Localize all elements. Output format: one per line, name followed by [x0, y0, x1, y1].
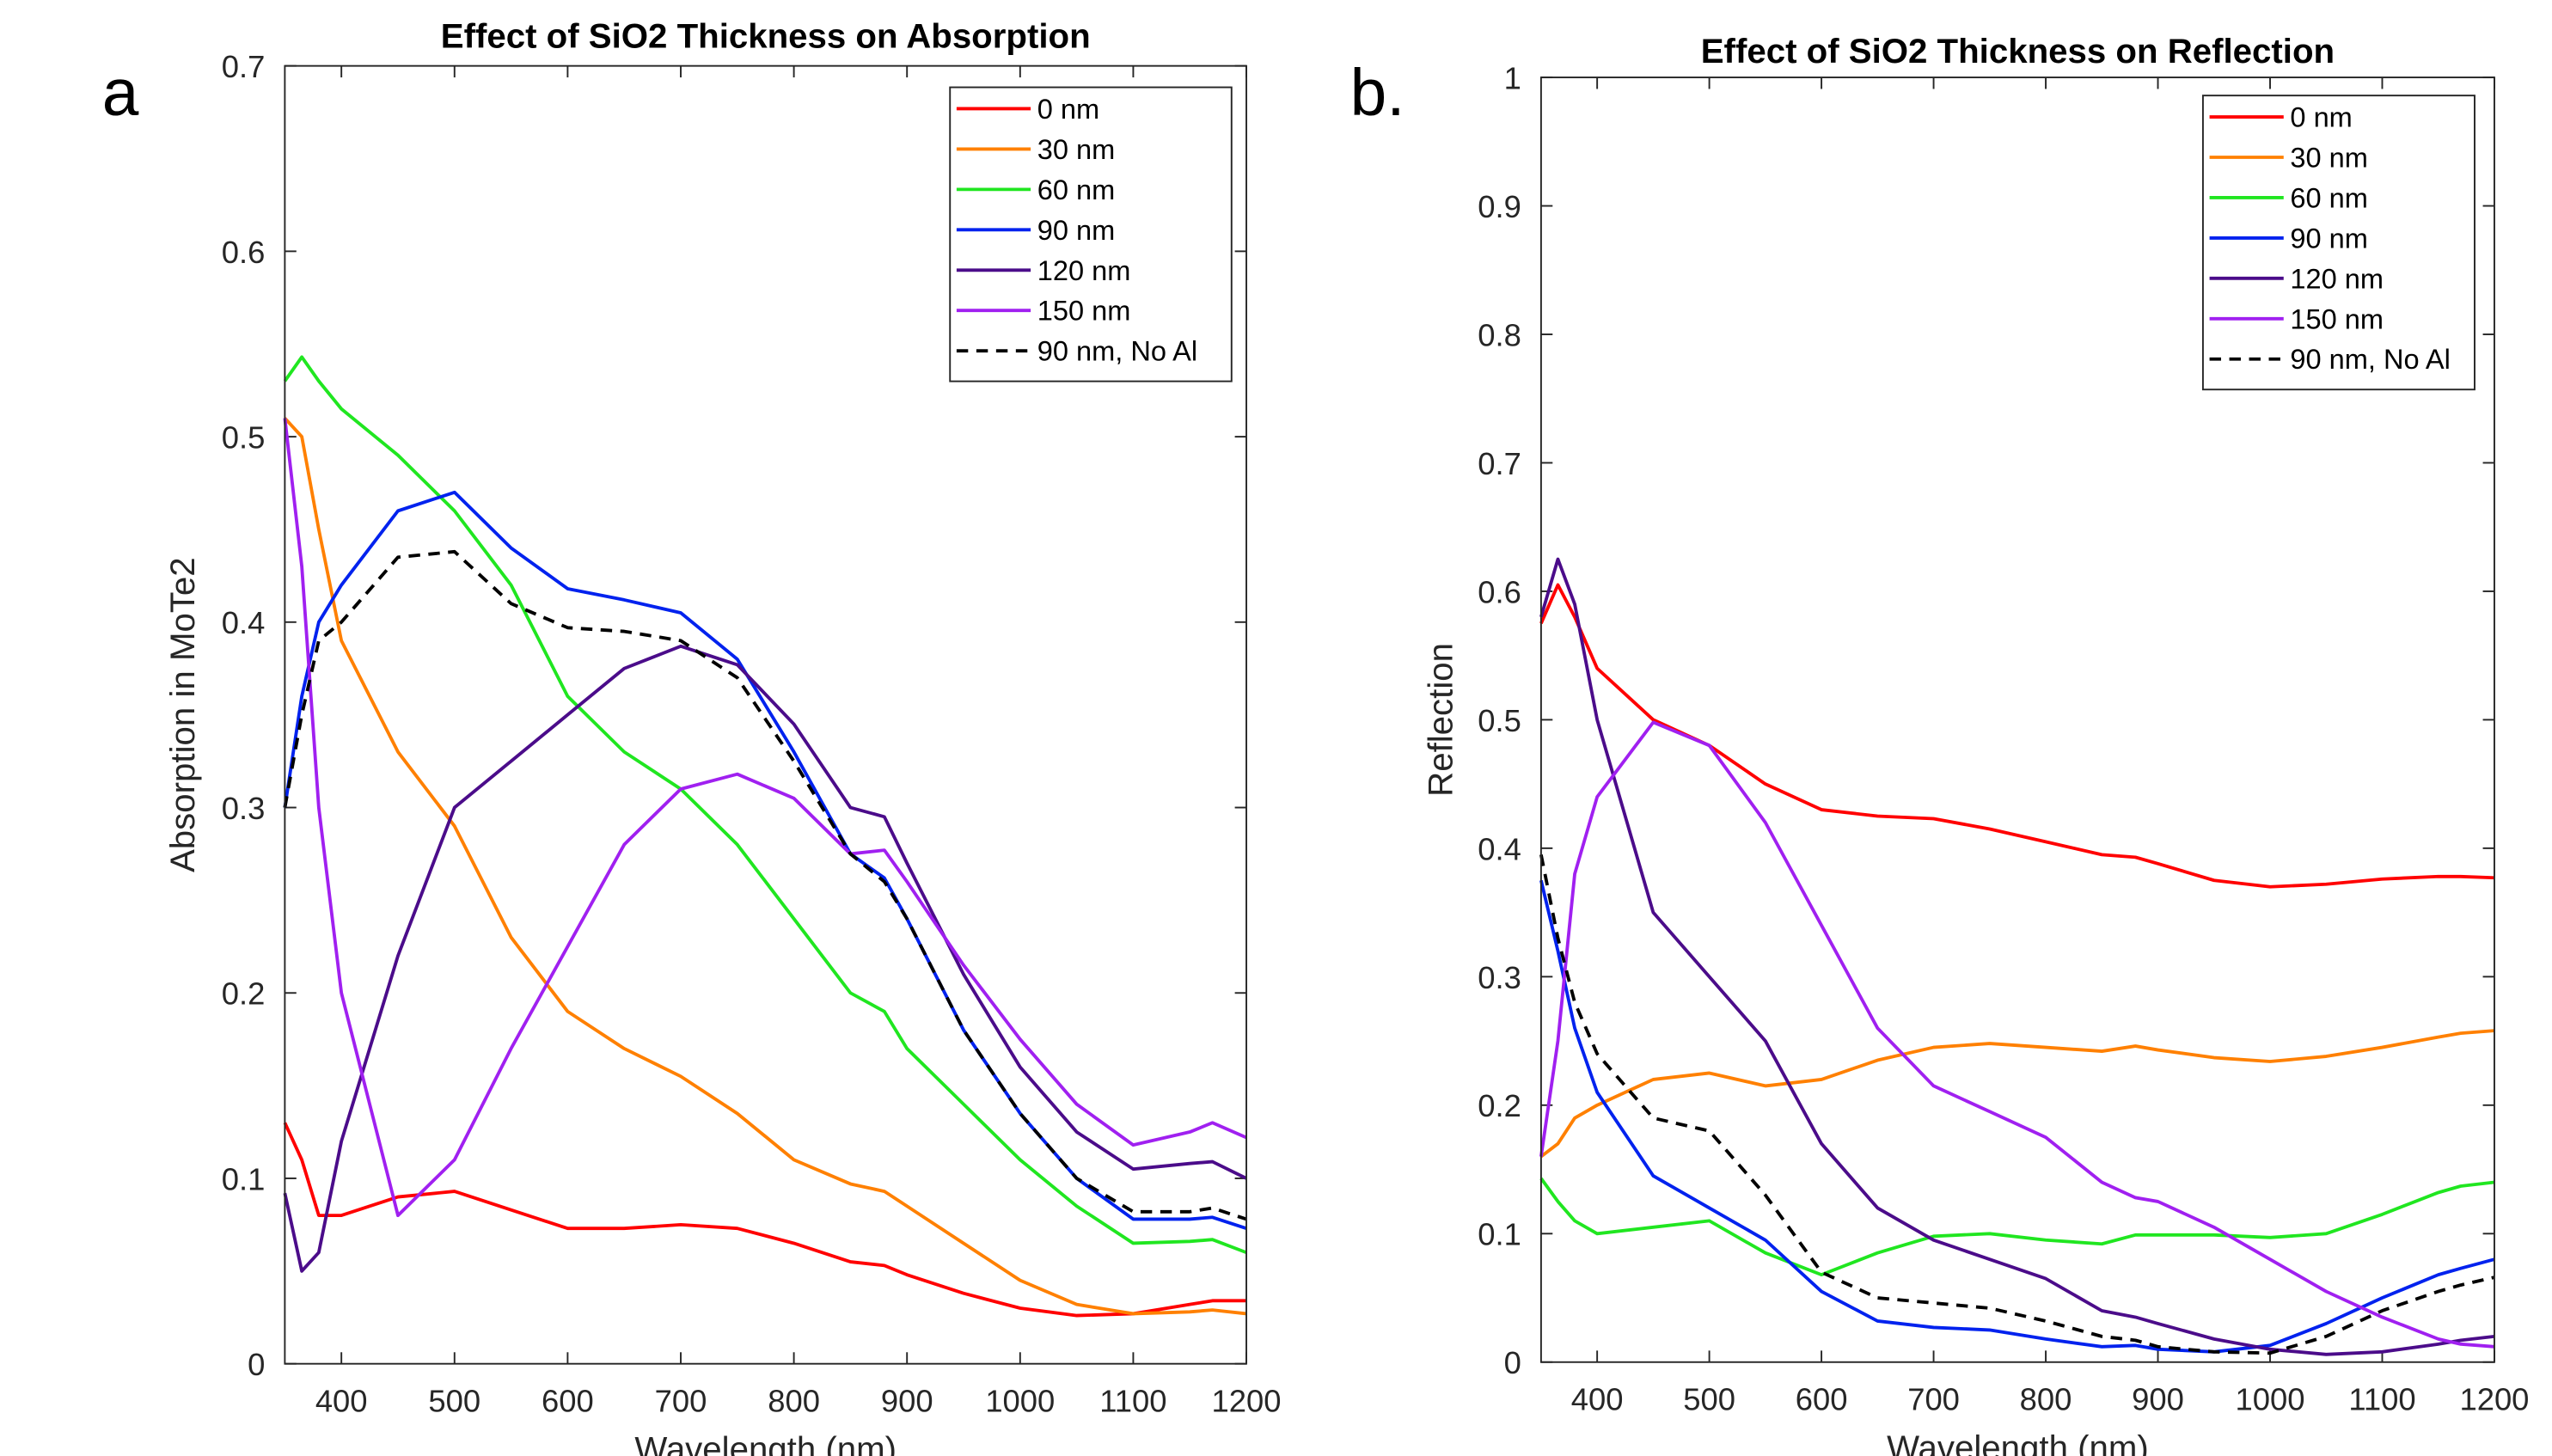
data-line [1539, 583, 2495, 889]
chart-title: Effect of SiO2 Thickness on Reflection [1701, 32, 2335, 70]
legend-label: 120 nm [2290, 263, 2384, 294]
x-tick-label: 1000 [2236, 1381, 2305, 1416]
data-line [283, 549, 1247, 1221]
x-tick-label: 900 [881, 1383, 933, 1418]
y-tick-label: 0.1 [222, 1161, 266, 1196]
legend-label: 90 nm, No Al [1037, 336, 1197, 367]
y-axis-label: Absorption in MoTe2 [163, 557, 202, 872]
data-line [283, 644, 1247, 1273]
y-tick-label: 0.2 [222, 976, 266, 1012]
data-line [1539, 557, 2495, 1356]
y-tick-label: 0.4 [1478, 831, 1521, 866]
y-tick-label: 0.9 [1478, 189, 1521, 224]
y-tick-label: 0.5 [1478, 703, 1521, 738]
x-tick-label: 600 [1796, 1381, 1848, 1416]
legend-label: 30 nm [2290, 142, 2367, 173]
x-tick-label: 400 [315, 1383, 368, 1418]
legend-label: 0 nm [1037, 94, 1099, 125]
legend-label: 150 nm [2290, 303, 2384, 334]
y-tick-label: 0.7 [1478, 446, 1521, 481]
x-tick-label: 1100 [1099, 1383, 1166, 1418]
y-tick-label: 0 [248, 1347, 265, 1382]
x-tick-label: 500 [1683, 1381, 1735, 1416]
x-tick-label: 800 [2020, 1381, 2072, 1416]
x-tick-label: 900 [2132, 1381, 2184, 1416]
legend-box [949, 86, 1233, 382]
x-tick-label: 600 [542, 1383, 594, 1418]
legend-label: 90 nm, No Al [2290, 344, 2450, 375]
y-axis-label: Reflection [1421, 643, 1460, 797]
legend-label: 90 nm [1037, 215, 1115, 246]
chart-title: Effect of SiO2 Thickness on Absorption [441, 17, 1091, 56]
axes-box [284, 64, 1247, 1365]
x-tick-label: 1100 [2348, 1381, 2415, 1416]
y-tick-label: 0.6 [1478, 574, 1521, 609]
x-tick-label: 700 [655, 1383, 707, 1418]
x-tick-label: 700 [1907, 1381, 1960, 1416]
x-tick-label: 1000 [985, 1383, 1055, 1418]
y-tick-label: 0.7 [222, 49, 266, 84]
data-line [283, 355, 1247, 1255]
y-tick-label: 0.2 [1478, 1088, 1521, 1123]
y-tick-label: 0.6 [222, 235, 266, 270]
legend-label: 120 nm [1037, 255, 1131, 286]
data-line [1539, 853, 2495, 1355]
legend-label: 60 nm [2290, 182, 2367, 213]
data-line [283, 417, 1247, 1316]
data-line [283, 418, 1247, 1218]
data-line [1539, 1177, 2495, 1277]
data-line [1539, 1029, 2495, 1159]
data-line [283, 1122, 1247, 1318]
y-tick-label: 0.3 [1478, 960, 1521, 995]
x-tick-label: 400 [1571, 1381, 1624, 1416]
data-line [283, 490, 1247, 1231]
y-tick-label: 0.4 [222, 605, 266, 640]
x-tick-label: 1200 [1212, 1383, 1282, 1418]
data-line [1539, 879, 2495, 1354]
legend-label: 60 nm [1037, 174, 1115, 205]
data-line [1539, 720, 2495, 1349]
y-tick-label: 1 [1504, 60, 1521, 95]
legend-label: 0 nm [2290, 102, 2352, 133]
legend-label: 150 nm [1037, 296, 1131, 327]
panel-label: b. [1350, 57, 1405, 130]
legend-label: 30 nm [1037, 134, 1115, 165]
x-axis-label: Wavelength (nm) [634, 1430, 897, 1456]
y-tick-label: 0.1 [1478, 1217, 1521, 1252]
legend-box [2201, 95, 2476, 391]
y-tick-label: 0.3 [222, 791, 266, 826]
y-tick-label: 0.8 [1478, 317, 1521, 352]
x-tick-label: 800 [768, 1383, 820, 1418]
panel-label: a [102, 57, 139, 130]
legend-label: 90 nm [2290, 223, 2367, 254]
y-tick-label: 0.5 [222, 419, 266, 455]
x-axis-label: Wavelength (nm) [1887, 1428, 2149, 1456]
axes-box [1539, 76, 2495, 1363]
y-tick-label: 0 [1504, 1345, 1521, 1380]
x-tick-label: 500 [428, 1383, 480, 1418]
x-tick-label: 1200 [2459, 1381, 2529, 1416]
